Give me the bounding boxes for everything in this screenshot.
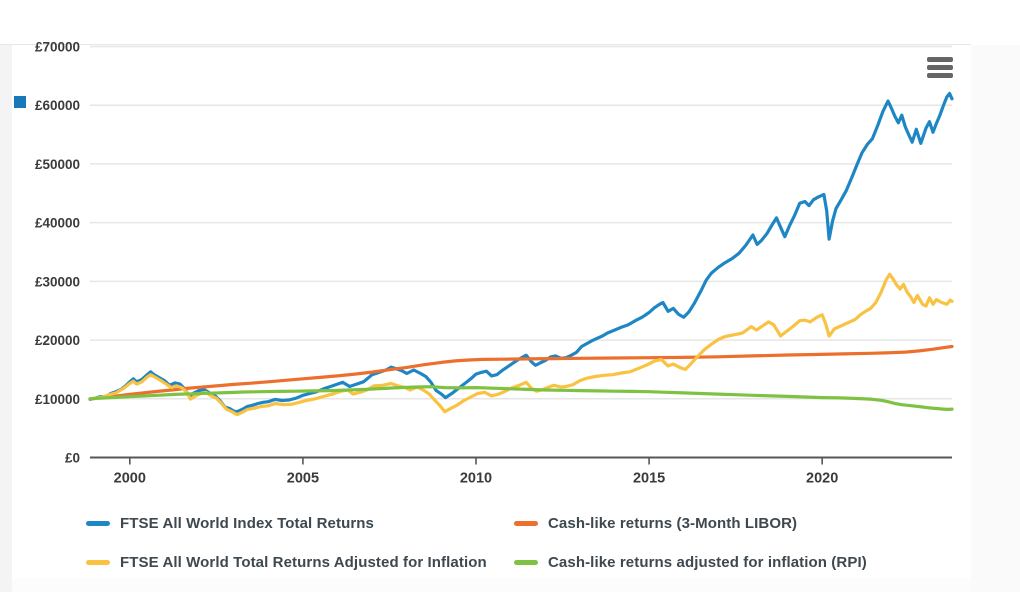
legend-label: Cash-like returns adjusted for inflation… — [548, 553, 867, 571]
x-axis-label: 2005 — [287, 471, 319, 487]
x-axis-label: 2000 — [114, 471, 146, 487]
legend-item-cash-rpi-adjusted[interactable]: Cash-like returns adjusted for inflation… — [514, 552, 867, 572]
hamburger-icon — [927, 64, 953, 70]
series-line-cash-like-returns-3-month-libor — [88, 344, 954, 401]
hamburger-icon — [927, 72, 953, 78]
legend-label: FTSE All World Total Returns Adjusted fo… — [120, 553, 487, 571]
y-axis-label: £20000 — [35, 333, 80, 348]
legend-item-cash-libor[interactable]: Cash-like returns (3-Month LIBOR) — [514, 513, 797, 533]
y-axis-label: £0 — [65, 451, 80, 466]
y-axis-label: £40000 — [35, 216, 80, 231]
x-axis-label: 2020 — [806, 471, 838, 487]
series-line-cash-like-returns-adjusted-for-inflation-rpi — [88, 385, 954, 411]
series-line-ftse-all-world-index-total-returns — [88, 91, 954, 414]
chart-export-menu-button[interactable] — [920, 51, 960, 83]
page-background-bottom — [12, 578, 971, 592]
y-axis-label: £30000 — [35, 274, 80, 289]
legend-swatch — [514, 520, 538, 526]
legend-swatch — [86, 559, 110, 565]
hamburger-icon — [927, 56, 953, 62]
y-axis-label: £70000 — [35, 40, 80, 55]
list-bullet-square — [14, 96, 26, 108]
page-background-left — [0, 45, 12, 592]
legend-swatch — [514, 559, 538, 565]
legend-item-ftse-inflation-adjusted[interactable]: FTSE All World Total Returns Adjusted fo… — [86, 552, 487, 572]
legend-swatch — [86, 520, 110, 526]
page-background-right — [971, 45, 1020, 592]
y-axis-label: £10000 — [35, 392, 80, 407]
card-top-border — [0, 44, 971, 45]
legend-item-ftse-total-returns[interactable]: FTSE All World Index Total Returns — [86, 513, 374, 533]
y-axis-label: £50000 — [35, 157, 80, 172]
x-axis-label: 2015 — [633, 471, 665, 487]
x-axis-label: 2010 — [460, 471, 492, 487]
y-axis-label: £60000 — [35, 98, 80, 113]
legend-label: FTSE All World Index Total Returns — [120, 514, 374, 532]
legend-label: Cash-like returns (3-Month LIBOR) — [548, 514, 798, 532]
